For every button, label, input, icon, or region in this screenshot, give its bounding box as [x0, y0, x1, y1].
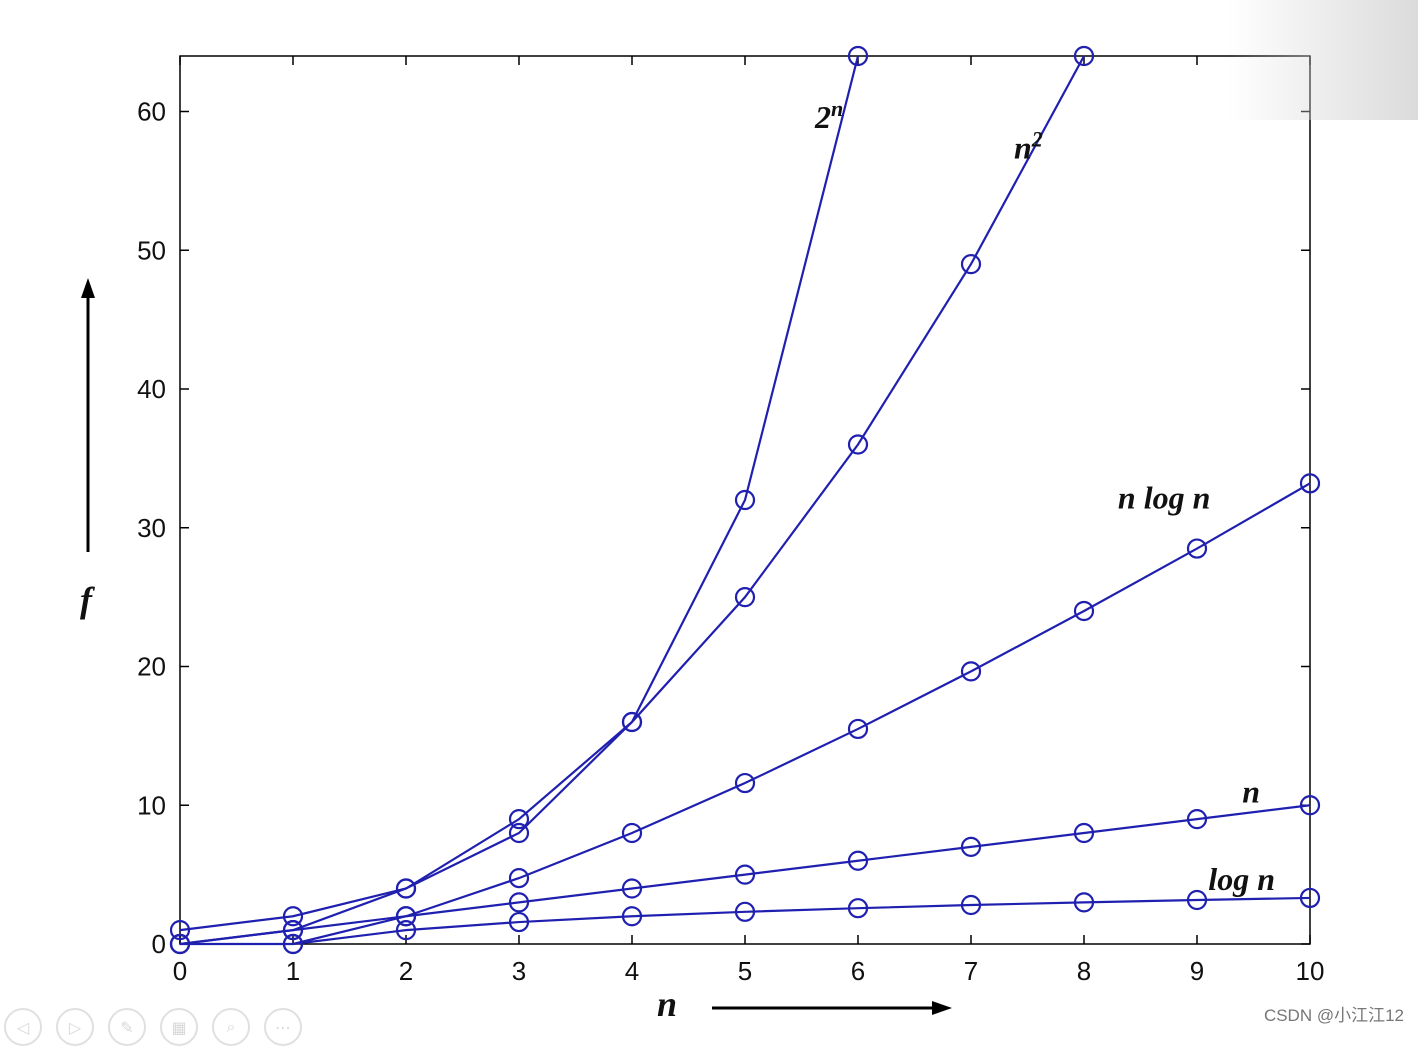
data-point	[847, 434, 869, 455]
data-point	[960, 836, 982, 857]
watermark: CSDN @小江江12	[1263, 1006, 1404, 1025]
x-tick-label: 1	[286, 956, 300, 986]
data-point	[1299, 887, 1321, 909]
data-point	[734, 489, 756, 511]
slideshow-toolbar: ◁ ▷ ✎ ▦ ⌕ ⋯	[0, 1000, 364, 1046]
series-lines	[179, 55, 1311, 946]
y-tick-label: 30	[137, 513, 166, 543]
data-point	[1186, 809, 1208, 830]
data-point	[508, 867, 530, 889]
data-point	[960, 661, 982, 682]
data-point	[621, 878, 643, 899]
data-point	[282, 933, 304, 955]
data-point	[734, 587, 756, 608]
data-point	[1073, 892, 1095, 913]
y-tick-label: 10	[137, 790, 166, 820]
x-tick-label: 5	[738, 956, 752, 986]
data-point	[508, 892, 530, 913]
data-point	[621, 822, 643, 844]
data-point	[169, 920, 191, 941]
x-tick-label: 10	[1296, 956, 1325, 986]
data-point	[1186, 538, 1208, 559]
data-point	[1073, 822, 1095, 844]
series-line-0	[179, 55, 860, 932]
more-icon[interactable]: ⋯	[264, 1008, 302, 1046]
data-point	[1073, 600, 1095, 622]
data-point	[847, 718, 869, 740]
series-label: n	[1242, 773, 1260, 809]
data-point	[508, 911, 530, 933]
data-point	[1299, 795, 1321, 816]
data-point	[847, 850, 869, 871]
series-line-4	[292, 896, 1311, 946]
data-point	[621, 906, 643, 927]
x-axis-arrow	[712, 1001, 952, 1015]
pen-icon[interactable]: ✎	[108, 1008, 146, 1046]
slides-icon[interactable]: ▦	[160, 1008, 198, 1046]
data-point	[508, 809, 530, 830]
series-markers	[169, 45, 1321, 955]
data-point	[734, 864, 756, 885]
data-point	[847, 45, 869, 67]
series-line-1	[179, 55, 1085, 946]
y-tick-label: 40	[137, 374, 166, 404]
series-line-2	[180, 482, 1311, 946]
x-tick-label: 0	[173, 956, 187, 986]
y-axis-arrow	[81, 278, 95, 552]
x-tick-label: 3	[512, 956, 526, 986]
x-tick-label: 9	[1190, 956, 1204, 986]
data-point	[1299, 473, 1321, 494]
data-point	[395, 906, 417, 927]
x-tick-label: 7	[964, 956, 978, 986]
data-point	[508, 822, 530, 844]
x-tick-labels: 0 1 2 3 4 5 6 7 8 9 10	[173, 956, 1325, 986]
series-label: 2n	[814, 96, 843, 135]
data-point	[169, 933, 191, 955]
y-tick-labels: 0 10 20 30 40 50 60	[137, 97, 166, 960]
data-point	[847, 898, 869, 919]
x-tick-label: 2	[399, 956, 413, 986]
data-point	[621, 711, 643, 733]
data-point	[282, 920, 304, 941]
data-point	[395, 920, 417, 941]
y-tick-label: 0	[152, 929, 166, 959]
series-label: log n	[1208, 861, 1275, 897]
y-tick-label: 50	[137, 235, 166, 265]
y-tick-label: 60	[137, 97, 166, 127]
series-line-3	[179, 804, 1311, 946]
corner-shadow	[1228, 0, 1418, 120]
data-point	[1186, 889, 1208, 911]
data-point	[1073, 45, 1095, 67]
x-axis-title: n	[657, 984, 677, 1024]
x-tick-label: 4	[625, 956, 639, 986]
data-point	[960, 254, 982, 275]
x-tick-label: 6	[851, 956, 865, 986]
back-icon[interactable]: ◁	[4, 1008, 42, 1046]
y-tick-label: 20	[137, 652, 166, 682]
series-label: n log n	[1118, 479, 1210, 515]
data-point	[395, 878, 417, 899]
series-label: n2	[1014, 127, 1043, 166]
data-point	[960, 894, 982, 916]
data-point	[734, 901, 756, 922]
zoom-icon[interactable]: ⌕	[212, 1008, 250, 1046]
data-point	[282, 906, 304, 927]
y-axis-title: f	[80, 580, 95, 620]
forward-icon[interactable]: ▷	[56, 1008, 94, 1046]
x-tick-label: 8	[1077, 956, 1091, 986]
series-labels: 2n n2 n log n n log n	[814, 96, 1275, 897]
data-point	[734, 772, 756, 794]
